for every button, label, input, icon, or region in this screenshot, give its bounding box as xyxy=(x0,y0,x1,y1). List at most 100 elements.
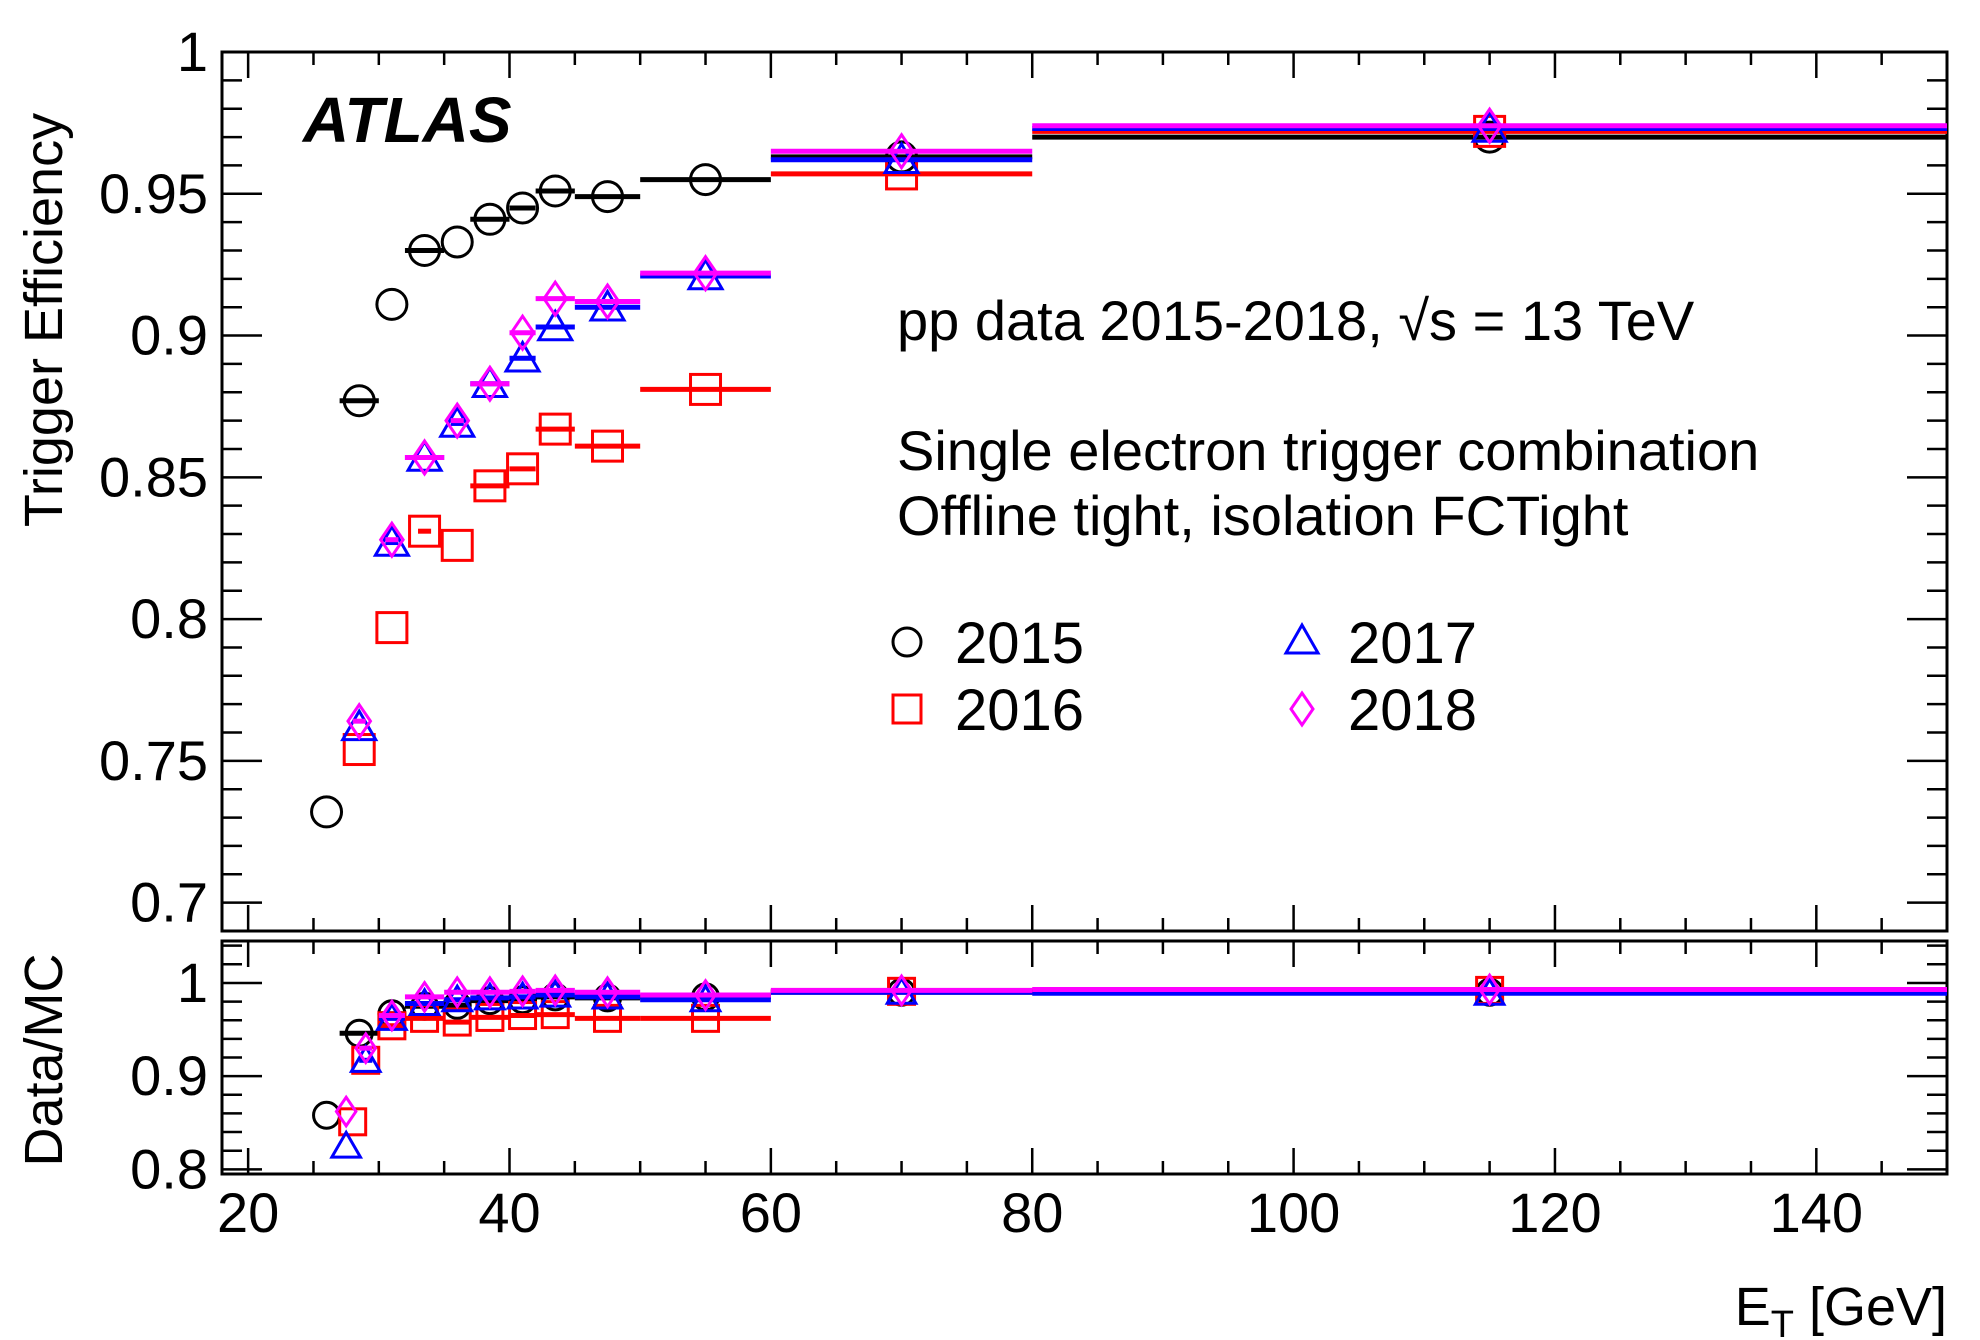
legend-marker-2016 xyxy=(891,693,923,725)
ratio-series-2016 xyxy=(338,975,1947,1137)
x-tick-label: 60 xyxy=(740,1181,802,1244)
x-tick-label: 80 xyxy=(1001,1181,1063,1244)
ratio-y-tick-label: 0.9 xyxy=(130,1044,208,1107)
eff-point-2015 xyxy=(591,180,625,214)
ratio-point-2018 xyxy=(889,973,914,1008)
eff-point-2018 xyxy=(444,401,471,440)
x-tick-label: 140 xyxy=(1770,1181,1863,1244)
eff-y-tick-label: 0.85 xyxy=(99,445,208,508)
legend-marker-2015 xyxy=(891,626,923,658)
x-tick-label: 20 xyxy=(217,1181,279,1244)
eff-point-2016 xyxy=(506,452,540,486)
eff-series-2015 xyxy=(310,120,1947,829)
ratio-point-2018 xyxy=(412,979,437,1014)
eff-point-2016 xyxy=(408,514,442,548)
ratio-point-2015 xyxy=(312,1100,342,1130)
eff-point-2018 xyxy=(476,364,503,403)
legend-label-2017: 2017 xyxy=(1348,611,1477,676)
efficiency-plot-frame xyxy=(220,50,1949,933)
ratio-plot-frame xyxy=(220,939,1949,1176)
eff-point-2018 xyxy=(692,254,719,293)
eff-y-tick-label: 0.9 xyxy=(130,304,208,367)
eff-point-2018 xyxy=(411,438,438,477)
ratio-point-2015 xyxy=(475,986,505,1016)
x-tick-label: 120 xyxy=(1508,1181,1601,1244)
ratio-point-2015 xyxy=(508,985,538,1015)
eff-point-2016 xyxy=(375,611,409,645)
eff-y-tick-label: 0.95 xyxy=(99,162,208,225)
eff-point-2015 xyxy=(506,191,540,225)
eff-series-2016 xyxy=(342,114,1947,767)
eff-y-tick-label: 1 xyxy=(177,20,208,83)
annotation-dataset: pp data 2015-2018, √s = 13 TeV xyxy=(897,289,1695,352)
legend: 2015 2016 2017 2018 xyxy=(891,611,1477,743)
eff-point-2018 xyxy=(888,132,915,171)
eff-point-2018 xyxy=(346,702,373,741)
annotation-selection: Offline tight, isolation FCTight xyxy=(897,484,1629,547)
ratio-point-2017 xyxy=(329,1129,364,1159)
legend-marker-2017 xyxy=(1283,621,1321,655)
x-axis-title-subscript: T xyxy=(1771,1304,1794,1340)
eff-point-2016 xyxy=(342,733,376,767)
eff-point-2015 xyxy=(440,225,474,259)
ratio-y-tick-label: 1 xyxy=(177,951,208,1014)
x-axis-title-symbol: E xyxy=(1735,1277,1771,1337)
ratio-point-2018 xyxy=(334,1094,358,1129)
eff-point-2015 xyxy=(473,202,507,236)
eff-point-2015 xyxy=(689,163,723,197)
legend-marker-2018 xyxy=(1289,690,1315,728)
eff-point-2016 xyxy=(440,528,474,562)
eff-point-2015 xyxy=(538,174,572,208)
ratio-point-2018 xyxy=(543,973,567,1008)
eff-point-2018 xyxy=(509,313,536,352)
ratio-point-2018 xyxy=(478,975,502,1010)
eff-point-2016 xyxy=(538,412,572,446)
ratio-point-2016 xyxy=(691,1003,721,1033)
eff-series-2018 xyxy=(346,106,1947,741)
eff-y-tick-label: 0.75 xyxy=(99,729,208,792)
efficiency-panel: 0.7 0.75 0.8 0.85 0.9 0.95 1 Trigger Efficienc… xyxy=(14,20,1949,934)
efficiency-axis-ticks: 0.7 0.75 0.8 0.85 0.9 0.95 1 xyxy=(99,20,1949,934)
eff-point-2015 xyxy=(375,287,409,321)
ratio-point-2018 xyxy=(595,975,620,1010)
ratio-point-2018 xyxy=(511,974,535,1009)
x-tick-label: 40 xyxy=(478,1181,540,1244)
eff-point-2017 xyxy=(503,339,542,373)
eff-point-2015 xyxy=(408,233,442,267)
ratio-point-2017 xyxy=(348,1043,383,1073)
ratio-point-2018 xyxy=(693,978,718,1013)
ratio-series-2017 xyxy=(329,975,1947,1159)
eff-point-2016 xyxy=(473,469,507,503)
ratio-data-layer xyxy=(312,972,1947,1159)
legend-label-2018: 2018 xyxy=(1348,678,1477,743)
eff-point-2016 xyxy=(591,429,625,463)
eff-point-2015 xyxy=(342,384,376,418)
eff-point-2016 xyxy=(1473,114,1507,148)
ratio-y-tick-label: 0.8 xyxy=(130,1137,208,1200)
ratio-series-2018 xyxy=(334,972,1947,1129)
eff-y-tick-label: 0.7 xyxy=(130,871,208,934)
x-axis-title-unit: [GeV] xyxy=(1794,1277,1947,1337)
legend-label-2016: 2016 xyxy=(955,678,1084,743)
legend-label-2015: 2015 xyxy=(955,611,1084,676)
eff-y-tick-label: 0.8 xyxy=(130,587,208,650)
ratio-point-2016 xyxy=(540,1000,570,1030)
x-axis-title: ET [GeV] xyxy=(1735,1277,1947,1340)
eff-point-2018 xyxy=(542,279,569,318)
annotation-trigger: Single electron trigger combination xyxy=(897,419,1759,482)
eff-point-2018 xyxy=(378,520,405,559)
eff-point-2018 xyxy=(1476,106,1503,145)
eff-point-2016 xyxy=(689,372,723,406)
ratio-point-2018 xyxy=(354,1031,378,1066)
efficiency-data-layer xyxy=(310,106,1947,829)
efficiency-y-axis-title: Trigger Efficiency xyxy=(14,113,74,527)
ratio-y-axis-title: Data/MC xyxy=(14,953,74,1166)
ratio-point-2016 xyxy=(508,1001,538,1031)
x-tick-label: 100 xyxy=(1247,1181,1340,1244)
atlas-label: ATLAS xyxy=(301,84,512,156)
ratio-point-2018 xyxy=(445,975,469,1010)
eff-point-2015 xyxy=(310,795,344,829)
eff-point-2017 xyxy=(536,308,575,342)
